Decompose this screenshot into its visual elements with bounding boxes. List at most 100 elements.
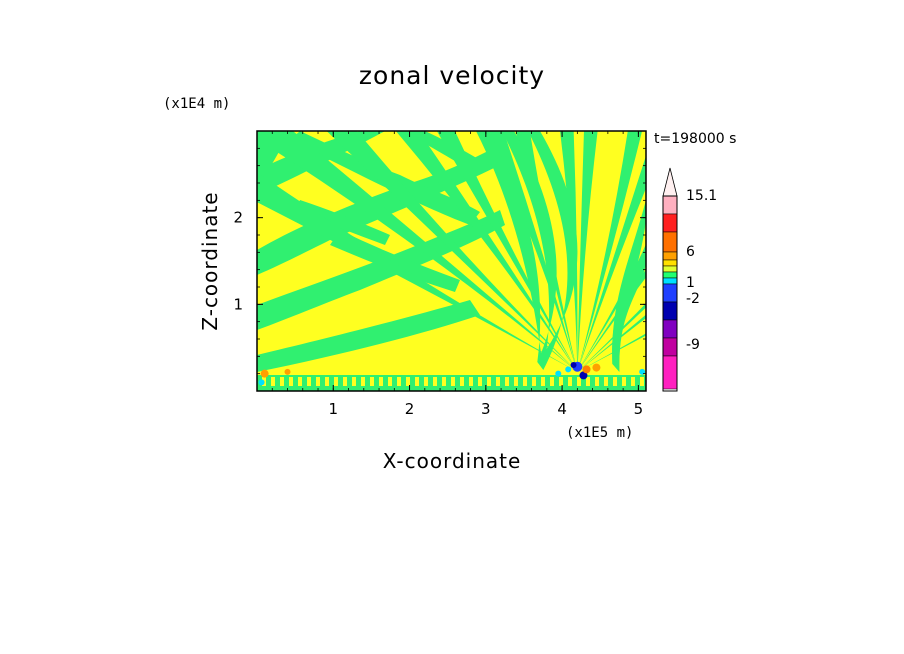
bottom-ripple xyxy=(379,377,383,386)
y-axis-ticks: 12 xyxy=(233,147,646,375)
bottom-ripple xyxy=(406,377,410,386)
velocity-spot xyxy=(565,366,572,373)
bottom-ripple xyxy=(460,377,464,386)
curved-band xyxy=(502,131,557,370)
y-axis-title: Z-coordinate xyxy=(198,191,222,330)
bottom-ripple xyxy=(478,377,482,386)
colorbar-segment xyxy=(662,283,678,303)
bottom-ripple xyxy=(343,377,347,386)
bottom-ripple xyxy=(523,377,527,386)
colorbar-label: 15.1 xyxy=(686,188,717,204)
bottom-ripple xyxy=(271,377,275,386)
colorbar-segment xyxy=(662,213,678,233)
bottom-ripple xyxy=(397,377,401,386)
bottom-ripple xyxy=(298,377,302,386)
bottom-ripple xyxy=(289,377,293,386)
bottom-ripple xyxy=(496,377,500,386)
bottom-ripple xyxy=(388,377,392,386)
velocity-spot xyxy=(570,362,577,368)
bottom-ripple xyxy=(415,377,419,386)
fan-band xyxy=(257,131,578,372)
bottom-ripple xyxy=(361,377,365,386)
bottom-ripple xyxy=(307,377,311,386)
velocity-spot xyxy=(284,368,291,375)
time-label: t=198000 s xyxy=(654,131,736,147)
x-tick-label: 5 xyxy=(634,400,644,418)
curved-band-right xyxy=(612,244,646,372)
colorbar-segment xyxy=(662,251,678,261)
x-tick-label: 3 xyxy=(481,400,491,418)
bottom-ripple xyxy=(604,377,608,386)
colorbar-segment xyxy=(662,337,678,357)
bottom-ripple xyxy=(280,377,284,386)
bottom-ripple xyxy=(622,377,626,386)
curved-band xyxy=(528,131,578,370)
fan-band xyxy=(577,155,646,372)
colorbar-label: -9 xyxy=(686,337,700,353)
bottom-ripple xyxy=(370,377,374,386)
colorbar-segment xyxy=(662,265,678,273)
colorbar-segment xyxy=(662,277,678,285)
colorbar-label: 1 xyxy=(686,275,695,291)
bottom-ripple xyxy=(595,377,599,386)
velocity-bands xyxy=(257,131,646,391)
y-tick-label: 2 xyxy=(233,209,243,227)
bottom-ripple xyxy=(631,377,635,386)
colorbar-segment xyxy=(662,301,678,321)
colorbar-segment xyxy=(662,259,678,267)
bottom-ripple xyxy=(559,377,563,386)
bottom-ripple xyxy=(424,377,428,386)
colorbar-segment xyxy=(662,231,678,253)
bottom-ripple xyxy=(577,377,581,386)
fan-band xyxy=(577,131,598,372)
velocity-spot xyxy=(579,371,588,380)
bottom-ripple xyxy=(586,377,590,386)
green-band xyxy=(295,200,390,245)
colorbar-segment xyxy=(662,319,678,339)
velocity-patches xyxy=(258,361,646,386)
bottom-ripple xyxy=(505,377,509,386)
x-tick-label: 4 xyxy=(557,400,567,418)
bottom-ripple xyxy=(514,377,518,386)
bottom-ripple xyxy=(568,377,572,386)
bottom-ripple xyxy=(541,377,545,386)
fan-band xyxy=(560,131,578,372)
fan-band xyxy=(577,131,643,372)
colorbar-frame xyxy=(662,195,678,392)
bottom-ripple xyxy=(316,377,320,386)
bottom-ripple xyxy=(469,377,473,386)
fan-band xyxy=(436,131,578,372)
bottom-ripple xyxy=(433,377,437,386)
curved-band xyxy=(476,131,544,370)
bottom-ripple xyxy=(451,377,455,386)
bottom-ripple xyxy=(442,377,446,386)
chart-title: zonal velocity xyxy=(359,61,545,90)
colorbar-segment xyxy=(662,195,678,215)
x-axis-ticks: 1 2 3 4 5 xyxy=(271,131,644,418)
velocity-spot xyxy=(555,370,562,377)
x-tick-label: 1 xyxy=(329,400,339,418)
velocity-spot xyxy=(258,379,265,386)
plot-frame xyxy=(256,130,647,392)
green-band xyxy=(257,300,480,372)
x-tick-label: 2 xyxy=(405,400,415,418)
bottom-ripple xyxy=(613,377,617,386)
colorbar-label: -2 xyxy=(686,291,700,307)
x-unit-label: (x1E5 m) xyxy=(566,425,633,441)
bottom-ripple xyxy=(550,377,554,386)
velocity-spot xyxy=(582,365,591,374)
bottom-ripple xyxy=(334,377,338,386)
colorbar: 15.1 6 1-2 -9 xyxy=(662,167,717,392)
x-axis-title: X-coordinate xyxy=(383,449,522,473)
colorbar-segment xyxy=(662,271,678,279)
velocity-spot xyxy=(592,363,601,372)
heatmap-field xyxy=(257,131,646,391)
colorbar-label: 6 xyxy=(686,244,695,260)
colorbar-segment xyxy=(662,355,678,390)
bottom-ripple xyxy=(325,377,329,386)
y-unit-label: (x1E4 m) xyxy=(163,96,230,112)
bottom-ripple xyxy=(352,377,356,386)
y-tick-label: 1 xyxy=(233,295,243,313)
bottom-ripple xyxy=(532,377,536,386)
